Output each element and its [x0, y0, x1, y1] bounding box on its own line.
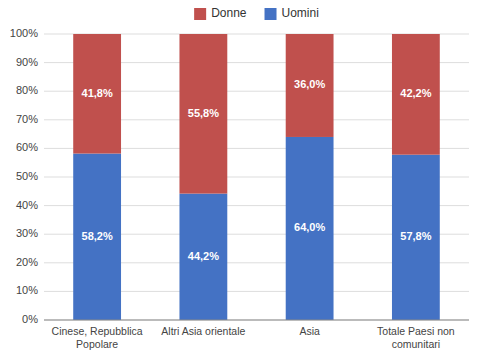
x-tick-line: Popolare [76, 338, 118, 350]
y-tick-label: 90% [16, 56, 38, 68]
data-label: 64,0% [294, 221, 325, 233]
chart: 0% 10% 20% 30% 40% 50% 60% 70% 80% 90% 100% 58,2% 44… [0, 0, 483, 362]
bar [392, 34, 440, 155]
legend-item: Donne [194, 6, 247, 20]
data-label: 36,0% [294, 78, 325, 90]
data-label: 44,2% [188, 250, 219, 262]
data-label: 42,2% [400, 87, 431, 99]
legend: Donne Uomini [194, 6, 319, 20]
grid-line [44, 320, 469, 321]
legend-label: Uomini [282, 6, 319, 20]
y-axis: 0% 10% 20% 30% 40% 50% 60% 70% 80% 90% 100% [10, 27, 469, 325]
x-tick-line: comunitari [392, 338, 440, 350]
y-tick-label: 30% [16, 227, 38, 239]
bar [286, 34, 334, 137]
x-tick-line: Asia [299, 325, 320, 337]
x-tick-line: Cinese, Repubblica [52, 325, 143, 337]
x-tick-line: Totale Paesi non [377, 325, 455, 337]
bar [179, 34, 227, 194]
bar [392, 155, 440, 320]
data-label: 58,2% [82, 230, 113, 242]
legend-item: Uomini [265, 6, 319, 20]
x-axis: Cinese, RepubblicaPopolare Altri Asia ori… [44, 320, 469, 350]
y-tick-label: 70% [16, 113, 38, 125]
bar [179, 194, 227, 320]
bars [73, 34, 440, 320]
data-labels: 58,2% 44,2% 64,0% 57,8% 41,8% 55,8% 36,0% 42,2% [82, 78, 432, 261]
bar [73, 154, 121, 320]
x-tick-label: Asia [299, 325, 320, 337]
y-tick-label: 10% [16, 284, 38, 296]
y-tick-label: 0% [22, 313, 38, 325]
data-label: 57,8% [400, 230, 431, 242]
legend-label: Donne [211, 6, 247, 20]
y-tick-label: 100% [10, 27, 38, 39]
y-tick-label: 60% [16, 141, 38, 153]
y-tick-label: 40% [16, 199, 38, 211]
data-label: 41,8% [82, 87, 113, 99]
y-tick-label: 80% [16, 84, 38, 96]
data-label: 55,8% [188, 107, 219, 119]
bar [286, 137, 334, 320]
x-tick-label: Totale Paesi noncomunitari [377, 325, 455, 350]
x-axis-line [44, 320, 469, 321]
x-tick-label: Cinese, RepubblicaPopolare [52, 325, 143, 350]
x-tick-label: Altri Asia orientale [161, 325, 245, 337]
y-tick-label: 50% [16, 170, 38, 182]
bar [73, 34, 121, 154]
legend-swatch [265, 8, 277, 20]
x-tick-line: Altri Asia orientale [161, 325, 245, 337]
legend-swatch [194, 8, 206, 20]
y-tick-label: 20% [16, 256, 38, 268]
